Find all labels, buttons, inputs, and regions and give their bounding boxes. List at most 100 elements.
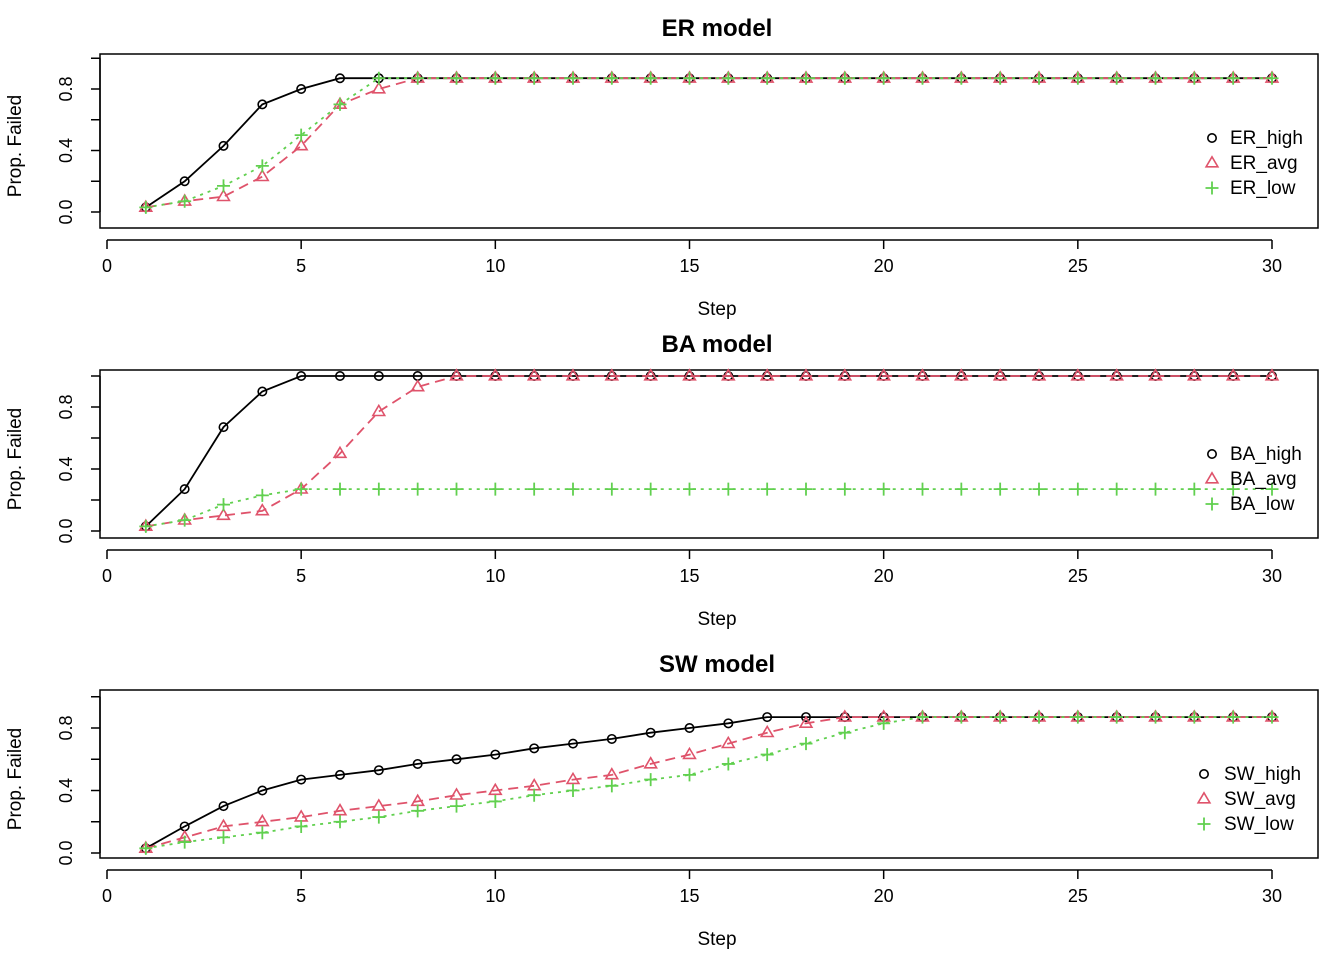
- data-point: [527, 788, 541, 802]
- data-point: [333, 815, 347, 829]
- data-point: [254, 503, 270, 516]
- legend-marker: [1207, 448, 1218, 459]
- data-point: [799, 737, 813, 751]
- data-point: [1032, 482, 1046, 496]
- x-axis-label: Step: [697, 929, 736, 950]
- data-point: [529, 743, 540, 754]
- chart-title: SW model: [659, 651, 775, 678]
- data-point: [1031, 368, 1047, 381]
- data-point: [1071, 71, 1085, 85]
- plot-frame: [99, 369, 1319, 539]
- data-point: [1226, 482, 1240, 496]
- x-tick-label: 30: [1262, 256, 1282, 276]
- data-point: [411, 482, 425, 496]
- x-tick-label: 0: [102, 566, 112, 586]
- data-point: [527, 482, 541, 496]
- data-point: [139, 200, 153, 214]
- chart-title: BA model: [661, 331, 772, 358]
- data-point: [837, 368, 853, 381]
- x-tick-label: 20: [874, 886, 894, 906]
- data-point: [644, 773, 658, 787]
- data-point: [992, 368, 1008, 381]
- x-tick-label: 25: [1068, 256, 1088, 276]
- x-tick-label: 15: [679, 566, 699, 586]
- data-point: [332, 803, 348, 816]
- legend-label: ER_high: [1230, 128, 1303, 149]
- legend-marker: [1197, 817, 1211, 831]
- data-point: [1149, 482, 1162, 496]
- data-point: [604, 368, 620, 381]
- plot-frame: [99, 689, 1319, 859]
- data-point: [179, 484, 190, 495]
- legend: SW_high SW_avg SW_low: [1196, 764, 1301, 835]
- data-point: [178, 194, 192, 208]
- data-point: [255, 813, 270, 827]
- data-point: [526, 778, 542, 791]
- data-point: [567, 738, 578, 749]
- data-point: [799, 482, 813, 496]
- data-point: [1070, 368, 1086, 381]
- data-point: [334, 769, 345, 780]
- data-point: [721, 735, 736, 749]
- data-point: [488, 71, 502, 85]
- x-tick-label: 20: [874, 256, 894, 276]
- y-tick-label: 0.0: [56, 840, 76, 865]
- data-point: [838, 71, 852, 85]
- data-point: [296, 84, 307, 95]
- data-point: [216, 188, 231, 202]
- data-point: [449, 368, 464, 381]
- y-tick-label: 0.4: [56, 138, 76, 163]
- data-point: [218, 140, 229, 151]
- data-point: [798, 715, 814, 729]
- data-point: [257, 785, 268, 796]
- data-point: [217, 830, 230, 844]
- data-point: [139, 519, 153, 533]
- series-line: [145, 716, 1272, 850]
- data-point: [296, 774, 307, 785]
- y-tick-label: 0.4: [56, 456, 76, 481]
- legend: ER_high ER_avg ER_low: [1204, 128, 1303, 199]
- data-point: [800, 712, 811, 723]
- legend-label: SW_high: [1224, 764, 1301, 785]
- data-point: [566, 71, 580, 85]
- data-point: [643, 756, 658, 769]
- series-ER_high: [140, 73, 1278, 213]
- data-point: [1226, 710, 1240, 724]
- data-point: [566, 784, 580, 797]
- data-point: [760, 71, 774, 85]
- y-tick-label: 0.0: [56, 199, 76, 224]
- data-point: [255, 488, 269, 502]
- data-point: [1071, 710, 1085, 724]
- data-point: [606, 733, 617, 744]
- y-tick-label: 0.0: [56, 518, 76, 543]
- data-point: [294, 128, 308, 142]
- data-point: [721, 757, 735, 771]
- data-point: [450, 482, 463, 496]
- data-point: [216, 818, 231, 832]
- legend-label: ER_low: [1230, 178, 1296, 199]
- y-tick-label: 0.8: [56, 715, 76, 740]
- series-line: [145, 375, 1272, 528]
- data-point: [371, 403, 387, 417]
- data-point: [1187, 482, 1201, 496]
- data-point: [255, 826, 269, 840]
- x-tick-label: 15: [679, 256, 699, 276]
- y-axis-label: Prop. Failed: [5, 95, 26, 197]
- data-point: [838, 726, 852, 740]
- data-point: [1109, 368, 1125, 381]
- data-point: [139, 841, 153, 855]
- data-point: [683, 768, 696, 782]
- chart-panel-2: SW model 0 5 10 15 20 25 30 0.0 0.4 0.8 Step Prop. F…: [5, 651, 1319, 950]
- data-point: [1265, 710, 1279, 724]
- legend-label: BA_high: [1230, 444, 1302, 465]
- data-point: [723, 718, 734, 729]
- data-point: [721, 482, 735, 496]
- x-tick-label: 25: [1068, 566, 1088, 586]
- data-point: [916, 710, 929, 724]
- y-tick-label: 0.4: [56, 778, 76, 803]
- data-point: [1110, 482, 1124, 496]
- data-point: [565, 368, 581, 381]
- series-line: [145, 375, 1272, 528]
- data-point: [371, 798, 387, 811]
